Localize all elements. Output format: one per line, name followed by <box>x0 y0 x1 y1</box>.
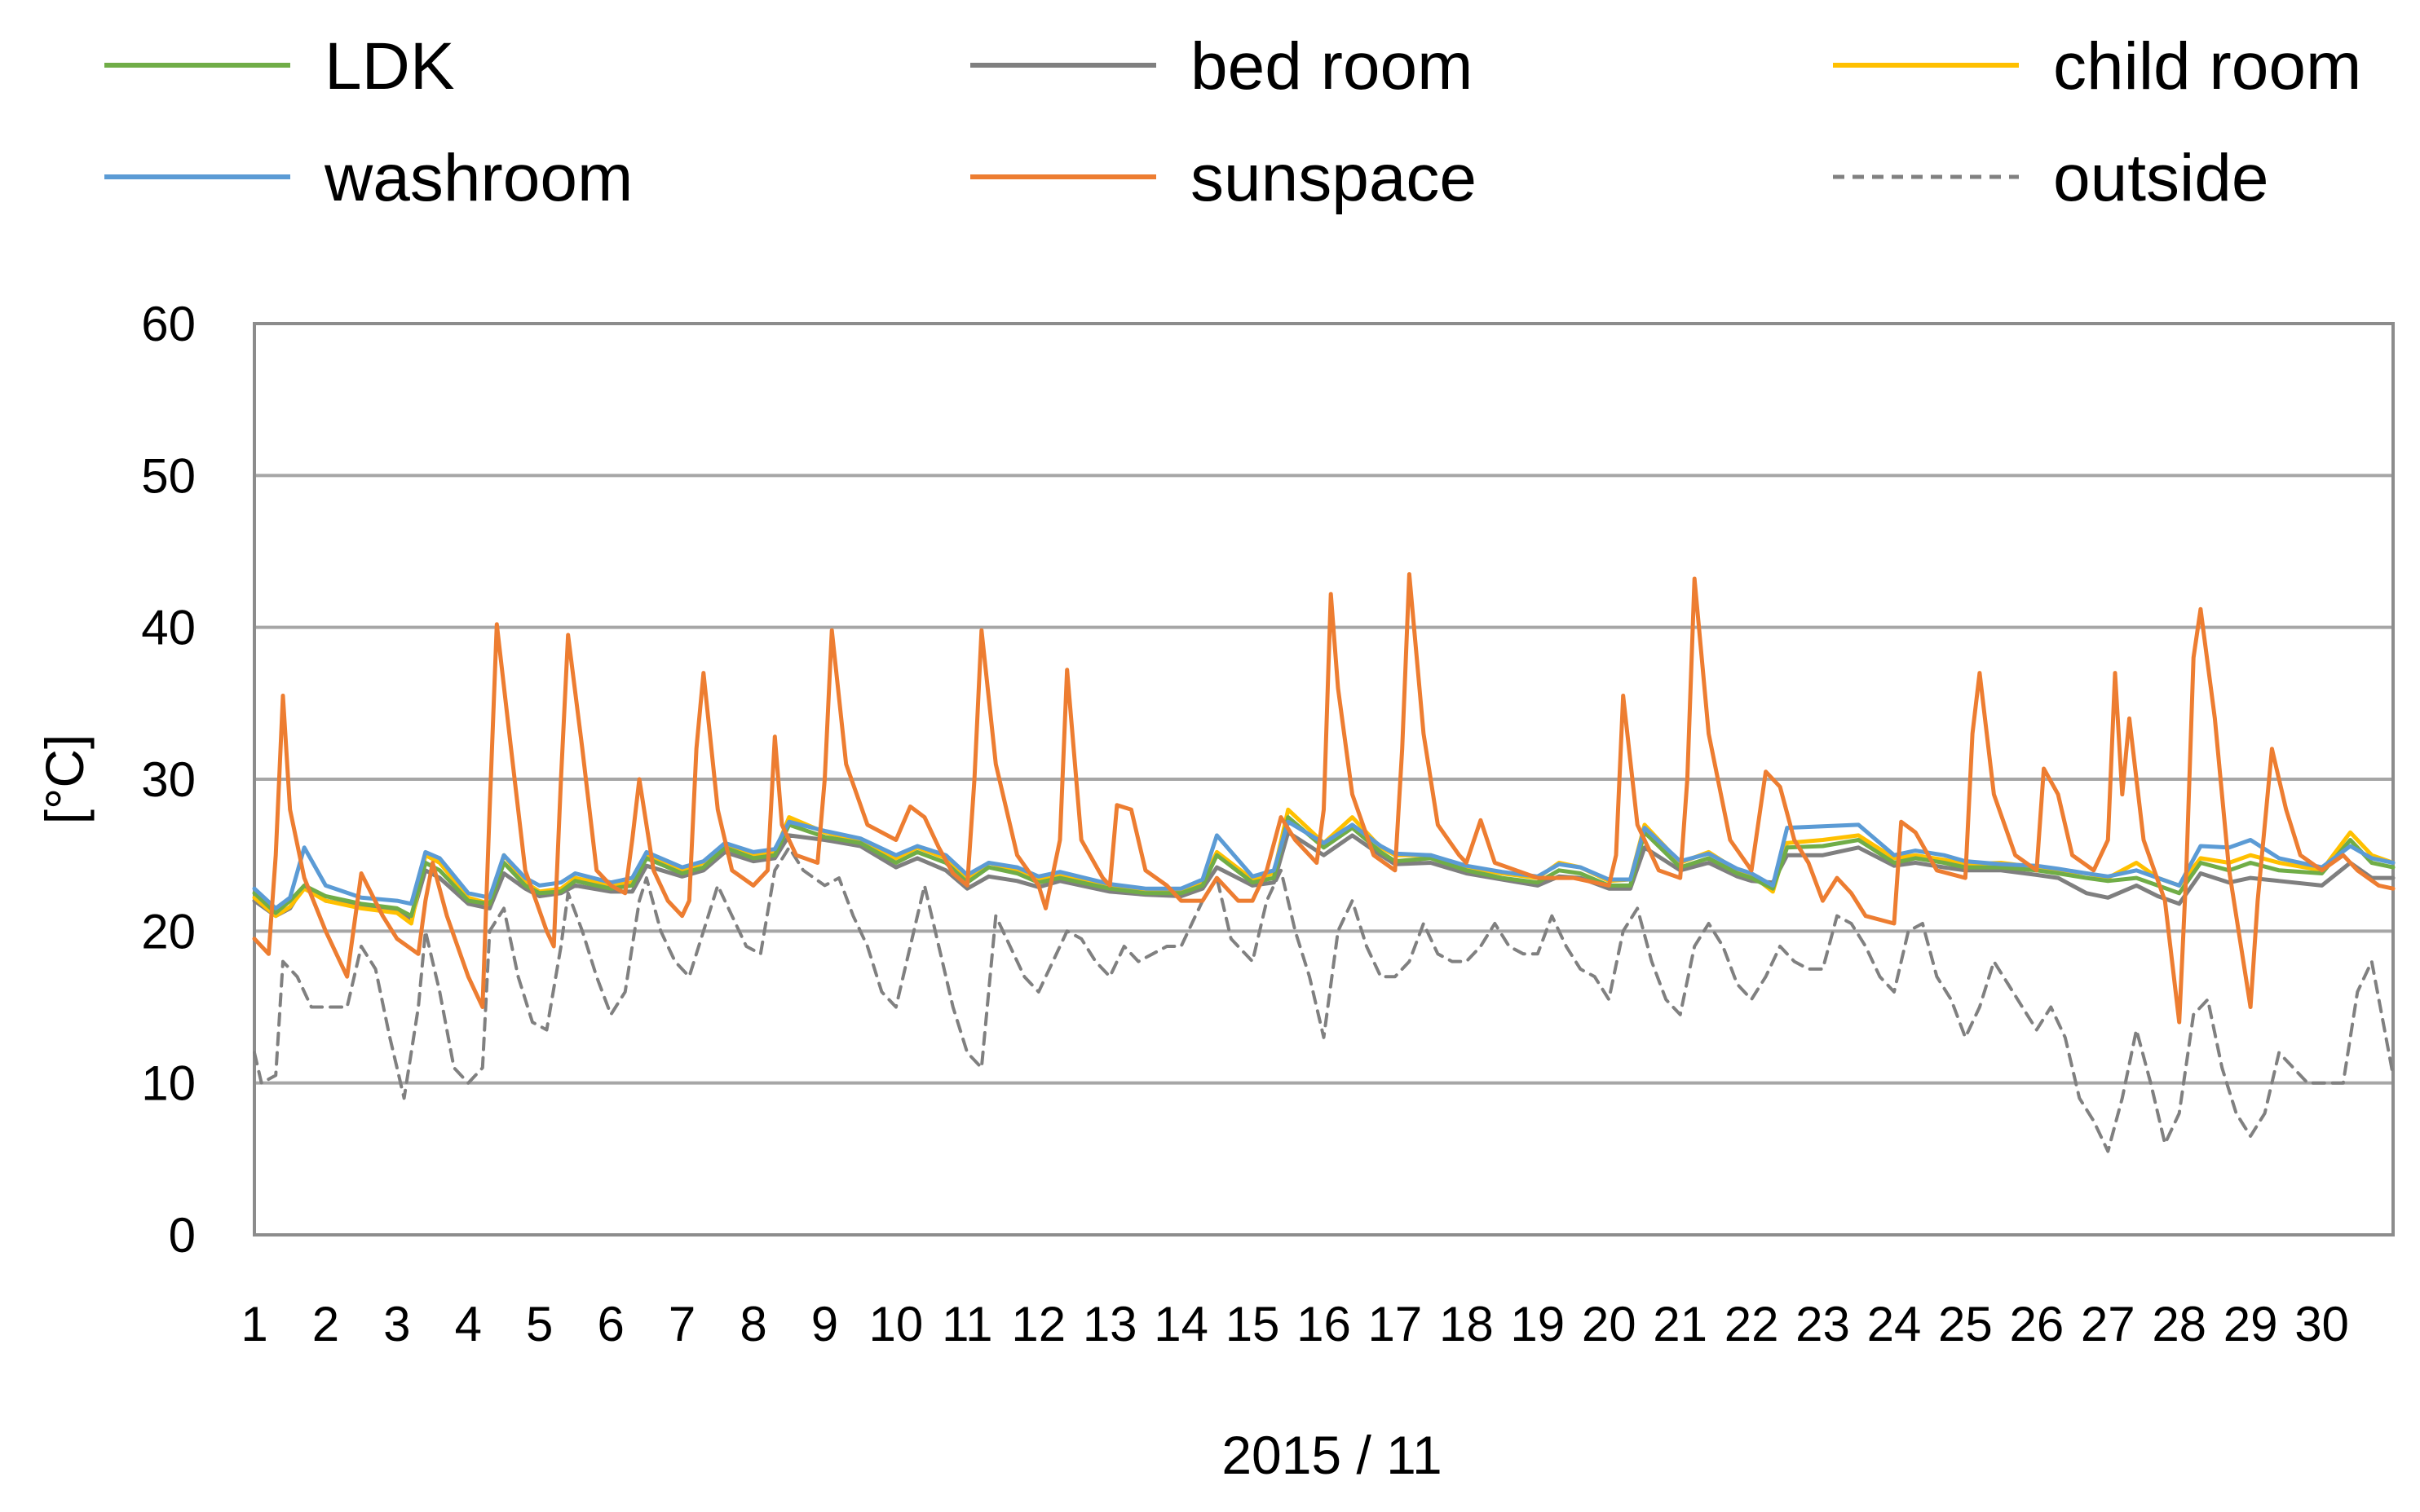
x-tick-label: 28 <box>2152 1297 2206 1351</box>
x-tick-label: 7 <box>669 1297 696 1351</box>
x-tick-label: 14 <box>1154 1297 1208 1351</box>
x-tick-label: 17 <box>1368 1297 1423 1351</box>
y-tick-label: 60 <box>141 297 196 351</box>
legend-item-ldk: LDK <box>104 29 455 104</box>
legend-label: outside <box>2053 141 2268 215</box>
series-line-sunspace <box>252 572 2396 1025</box>
x-tick-label: 6 <box>597 1297 624 1351</box>
series-line-bed-room <box>252 830 2396 921</box>
legend-label: LDK <box>325 29 455 104</box>
legend-item-outside: outside <box>1833 141 2268 215</box>
x-tick-label: 30 <box>2294 1297 2349 1351</box>
x-tick-label: 26 <box>2009 1297 2064 1351</box>
y-tick-label: 50 <box>141 448 196 503</box>
y-axis-ticks: 0 10 20 30 40 50 60 <box>141 297 196 1263</box>
gridlines <box>254 474 2393 1085</box>
x-tick-label: 8 <box>740 1297 766 1351</box>
x-tick-label: 21 <box>1653 1297 1707 1351</box>
x-tick-label: 3 <box>383 1297 410 1351</box>
x-axis-title: 2015 / 11 <box>1221 1425 1442 1485</box>
x-tick-label: 2 <box>312 1297 339 1351</box>
x-tick-label: 19 <box>1510 1297 1565 1351</box>
x-tick-label: 24 <box>1867 1297 1922 1351</box>
y-tick-label: 40 <box>141 601 196 655</box>
series-line-washroom <box>252 819 2396 910</box>
series-layer <box>252 572 2396 1153</box>
legend-item-sunspace: sunspace <box>970 141 1477 215</box>
legend-label: sunspace <box>1190 141 1477 215</box>
legend-item-bed-room: bed room <box>970 29 1473 104</box>
series-line-outside <box>253 845 2395 1153</box>
legend-label: bed room <box>1190 29 1473 104</box>
x-axis-ticks: 1 2 3 4 5 6 7 8 9 10 11 12 13 14 15 16 17 18 19 20 21 22 23 24 2… <box>241 1297 2349 1351</box>
x-tick-label: 13 <box>1083 1297 1137 1351</box>
x-tick-label: 15 <box>1225 1297 1280 1351</box>
x-tick-label: 22 <box>1724 1297 1779 1351</box>
plot-area-frame <box>253 322 2395 1236</box>
legend-label: washroom <box>324 141 633 215</box>
legend-label: child room <box>2053 29 2361 104</box>
series-line-ldk <box>252 815 2396 919</box>
x-tick-label: 12 <box>1011 1297 1066 1351</box>
x-tick-label: 27 <box>2081 1297 2135 1351</box>
x-tick-label: 4 <box>455 1297 482 1351</box>
y-axis-title: [°C] <box>34 734 95 825</box>
legend-item-washroom: washroom <box>104 141 633 215</box>
x-tick-label: 29 <box>2223 1297 2278 1351</box>
x-tick-label: 25 <box>1938 1297 1993 1351</box>
x-tick-label: 18 <box>1439 1297 1494 1351</box>
x-tick-label: 16 <box>1296 1297 1351 1351</box>
legend: LDK bed room child room washroom sunspace out… <box>104 29 2361 215</box>
x-tick-label: 5 <box>526 1297 553 1351</box>
legend-item-child-room: child room <box>1833 29 2361 104</box>
y-tick-label: 0 <box>169 1208 196 1263</box>
x-tick-label: 10 <box>869 1297 924 1351</box>
y-tick-label: 20 <box>141 904 196 959</box>
x-tick-label: 9 <box>811 1297 838 1351</box>
y-tick-label: 10 <box>141 1056 196 1111</box>
x-tick-label: 23 <box>1795 1297 1850 1351</box>
x-tick-label: 20 <box>1582 1297 1636 1351</box>
series-line-child-room <box>252 807 2396 926</box>
y-tick-label: 30 <box>141 752 196 807</box>
x-tick-label: 11 <box>942 1297 992 1351</box>
x-tick-label: 1 <box>241 1297 267 1351</box>
